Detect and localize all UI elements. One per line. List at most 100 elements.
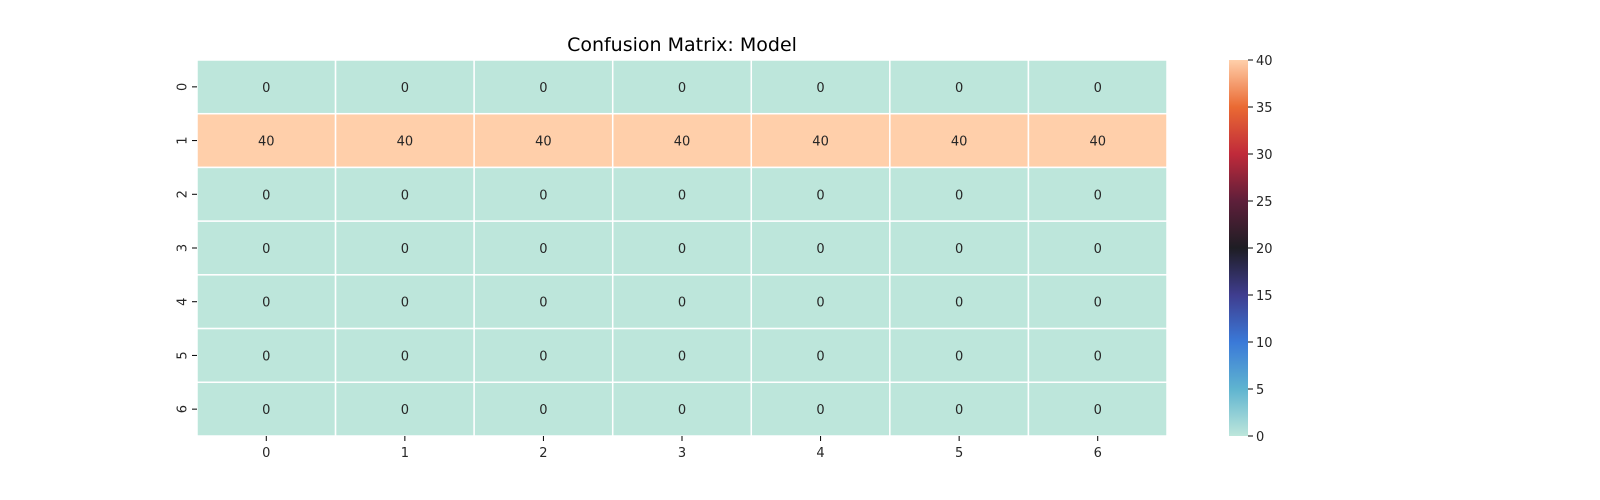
heatmap-cell [1027,220,1168,276]
cell-value-label: 0 [1094,188,1102,203]
heatmap-cell [750,381,891,437]
y-tick-label: 4 [176,298,191,306]
cell-value-label: 0 [955,188,963,203]
heatmap-cell [473,166,614,222]
cell-value-label: 0 [539,403,547,418]
cell-value-label: 40 [812,135,829,150]
heatmap-cell [750,166,891,222]
cell-value-label: 0 [955,81,963,96]
colorbar-tick-label: 20 [1256,242,1273,257]
heatmap-cell [196,327,337,384]
heatmap-cell [196,381,337,437]
cell-value-label: 0 [1094,349,1102,364]
x-tick-label: 2 [539,446,547,461]
x-tick-label: 3 [678,446,686,461]
heatmap-cells: 0 0 0 0 0 0 0 40 40 40 40 40 40 40 0 0 0 0 0 0 0 0 0 0 0 0 0 0 0 0 0 0 0… [196,59,1168,437]
heatmap-cell [889,381,1030,437]
heatmap-cell [473,381,614,437]
heatmap-cell [334,59,475,115]
y-tick-label: 6 [176,405,191,413]
heatmap-cell [334,166,475,222]
cell-value-label: 0 [816,81,824,96]
heatmap-cell [473,274,614,330]
x-tick-label: 1 [401,446,409,461]
cell-value-label: 0 [401,403,409,418]
cell-value-label: 0 [539,188,547,203]
heatmap-cell [611,327,753,384]
cell-value-label: 0 [539,296,547,311]
colorbar-tick-label: 25 [1256,195,1273,210]
colorbar-tick-label: 15 [1256,289,1273,304]
heatmap-cell [196,220,337,276]
cell-value-label: 0 [678,296,686,311]
heatmap-cell [334,220,475,276]
heatmap-cell [889,59,1030,115]
cell-value-label: 0 [401,296,409,311]
cell-value-label: 0 [678,242,686,257]
cell-value-label: 0 [955,296,963,311]
y-tick-label: 5 [176,351,191,359]
cell-value-label: 0 [539,349,547,364]
cell-value-label: 40 [397,135,414,150]
cell-value-label: 0 [816,403,824,418]
colorbar-tick-label: 10 [1256,336,1273,351]
cell-value-label: 40 [258,135,275,150]
x-axis-ticks: 0 1 2 3 4 5 6 [262,436,1102,461]
heatmap-cell [611,381,753,437]
heatmap-cell [889,220,1030,276]
heatmap-cell [889,166,1030,222]
cell-value-label: 0 [816,188,824,203]
y-tick-label: 0 [176,83,191,91]
cell-value-label: 0 [816,296,824,311]
cell-value-label: 0 [678,349,686,364]
cell-value-label: 0 [262,403,270,418]
heatmap-cell [611,166,753,222]
heatmap-cell [1027,112,1168,169]
y-tick-label: 3 [176,244,191,252]
cell-value-label: 0 [539,81,547,96]
cell-value-label: 0 [678,403,686,418]
cell-value-label: 0 [816,242,824,257]
cell-value-label: 0 [955,403,963,418]
colorbar-tick-label: 40 [1256,54,1273,69]
x-tick-label: 0 [262,446,270,461]
cell-value-label: 0 [539,242,547,257]
cell-value-label: 0 [955,242,963,257]
cell-value-label: 0 [262,296,270,311]
cell-value-label: 0 [678,188,686,203]
y-tick-label: 1 [176,136,191,144]
cell-value-label: 40 [1089,135,1106,150]
x-tick-label: 6 [1094,446,1102,461]
x-tick-label: 5 [955,446,963,461]
cell-value-label: 0 [1094,81,1102,96]
heatmap-cell [1027,327,1168,384]
cell-value-label: 0 [401,242,409,257]
cell-value-label: 40 [674,135,691,150]
heatmap-cell [1027,381,1168,437]
heatmap-cell [750,112,891,169]
cell-value-label: 0 [1094,296,1102,311]
heatmap-cell [196,274,337,330]
colorbar-ticks: 0 5 10 15 20 25 30 35 40 [1248,54,1273,445]
colorbar-tick-label: 35 [1256,101,1273,116]
cell-value-label: 0 [262,349,270,364]
x-tick-label: 4 [816,446,824,461]
cell-value-label: 0 [678,81,686,96]
heatmap-cell [1027,166,1168,222]
y-tick-label: 2 [176,190,191,198]
cell-value-label: 0 [401,349,409,364]
cell-value-label: 40 [535,135,552,150]
y-axis-ticks: 0 1 2 3 4 5 6 [176,83,197,413]
cell-value-label: 0 [955,349,963,364]
heatmap-cell [611,220,753,276]
colorbar [1229,60,1248,436]
cell-value-label: 0 [262,188,270,203]
cell-value-label: 0 [1094,242,1102,257]
colorbar-gradient [1229,60,1248,436]
heatmap-cell [473,112,614,169]
colorbar-tick-label: 30 [1256,148,1273,163]
heatmap-cell [334,327,475,384]
cell-value-label: 40 [951,135,968,150]
cell-value-label: 0 [1094,403,1102,418]
